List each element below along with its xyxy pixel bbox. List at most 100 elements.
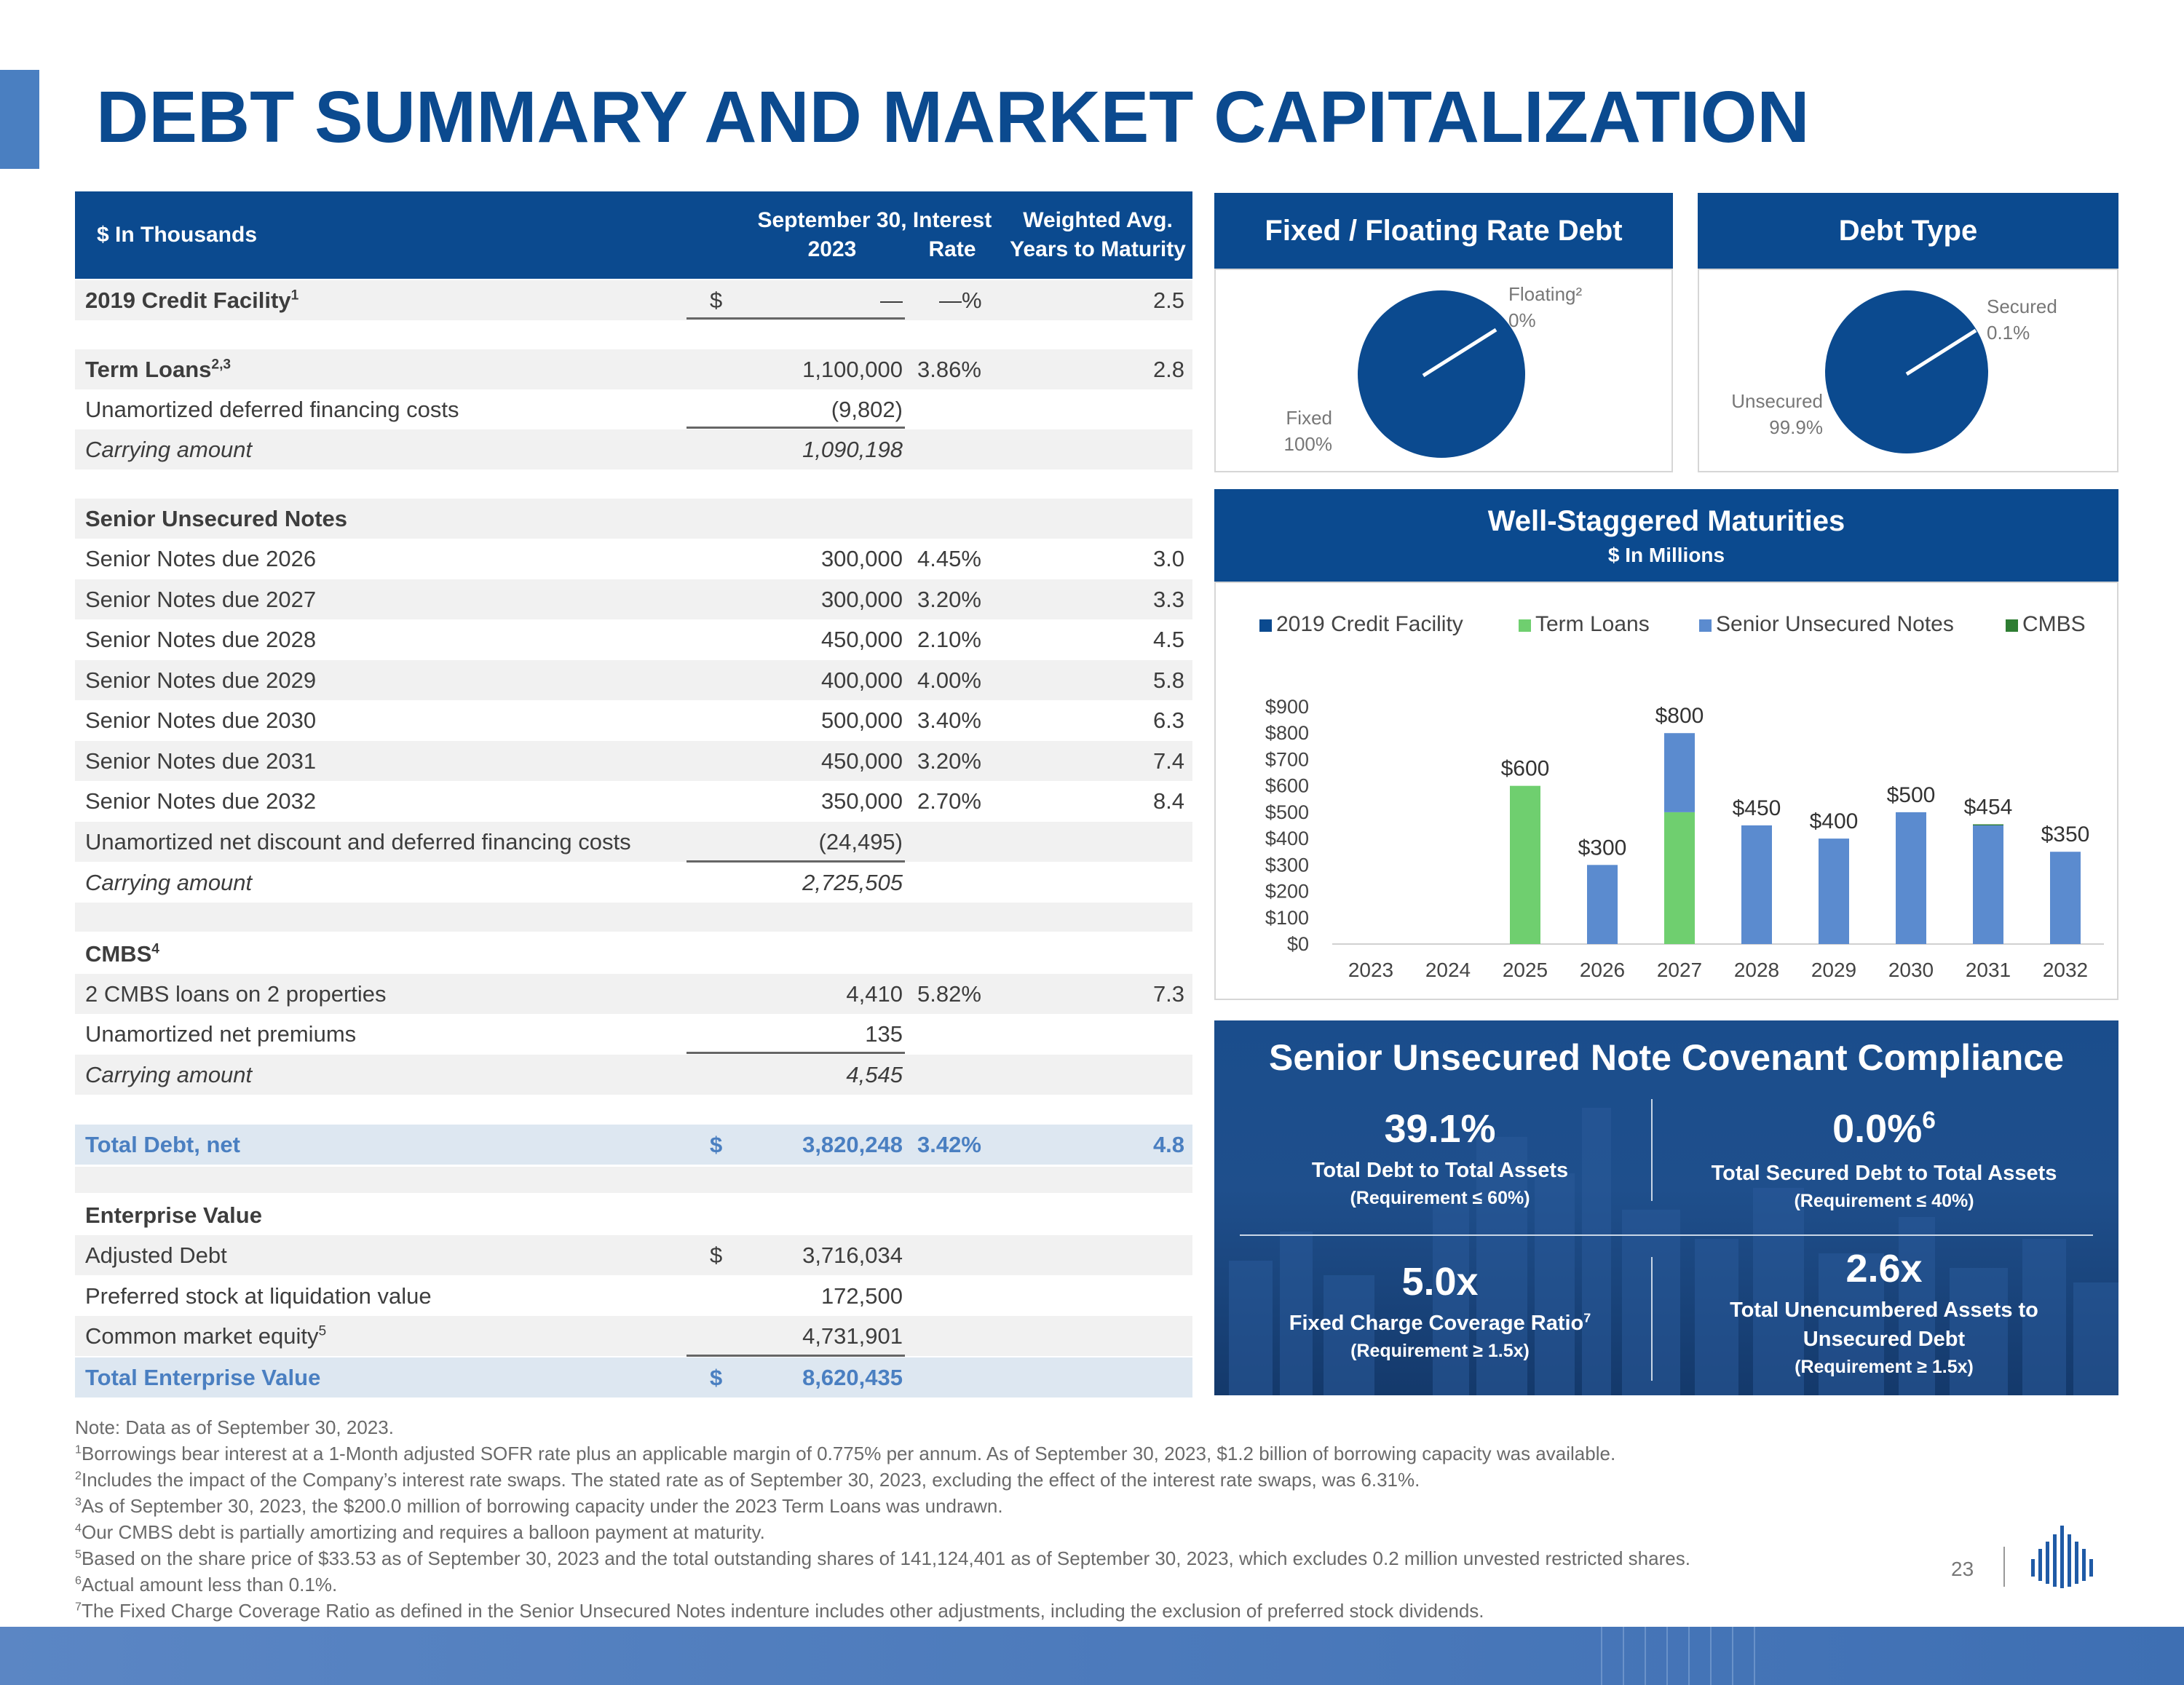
secured-label: Secured 0.1%	[1987, 296, 2057, 344]
legend-swatch	[2006, 619, 2018, 632]
x-tick-label: 2029	[1811, 959, 1856, 981]
legend-swatch	[1699, 619, 1712, 632]
covenant-title: Senior Unsecured Note Covenant Complianc…	[1269, 1037, 2064, 1078]
table-row: CMBS4	[85, 941, 159, 967]
y-tick-label: $900	[1265, 696, 1309, 718]
metric-unencumbered-label: Total Unencumbered Assets to Unsecured De…	[1730, 1299, 2038, 1351]
metric-debt-to-assets-req: (Requirement ≤ 60%)	[1350, 1188, 1530, 1208]
table-row: Senior Notes due 2029 400,000 4.00% 5.8	[75, 660, 1192, 700]
x-tick-label: 2024	[1425, 959, 1471, 981]
x-tick-label: 2025	[1503, 959, 1548, 981]
pie-leader-secured	[1905, 328, 1977, 376]
subtotal-rule	[687, 427, 905, 429]
footnote-3: 3As of September 30, 2023, the $200.0 mi…	[75, 1495, 1003, 1517]
x-tick-label: 2023	[1348, 959, 1393, 981]
metric-secured-debt-value: 0.0%6	[1832, 1107, 1936, 1151]
data-label: $800	[1655, 704, 1704, 728]
legend-label: CMBS	[2022, 612, 2086, 636]
unsecured-label: Unsecured 99.9%	[1731, 390, 1823, 438]
table-row: 2019 Credit Facility1 $ — —% 2.5	[75, 280, 1192, 320]
fixed-floating-title: Fixed / Floating Rate Debt	[1214, 193, 1673, 269]
footnote-7: 7The Fixed Charge Coverage Ratio as defi…	[75, 1600, 1484, 1622]
bar-segment	[1510, 785, 1540, 944]
table-row: Senior Notes due 2026 300,000 4.45% 3.0	[85, 546, 1185, 571]
fixed-floating-panel: Floating² 0% Fixed 100%	[1214, 269, 1673, 472]
bar-segment	[1664, 812, 1695, 944]
maturities-subtitle: $ In Millions	[1607, 544, 1725, 566]
y-tick-label: $400	[1265, 828, 1309, 849]
footnote-1: 1Borrowings bear interest at a 1-Month a…	[75, 1443, 1616, 1464]
footnote-2: 2Includes the impact of the Company’s in…	[75, 1469, 1420, 1491]
footnote-4: 4Our CMBS debt is partially amortizing a…	[75, 1521, 765, 1543]
table-row: Adjusted Debt $ 3,716,034	[75, 1235, 1192, 1275]
y-tick-label: $200	[1265, 881, 1309, 903]
table-row: Term Loans2,3 1,100,000 3.86% 2.8	[75, 349, 1192, 389]
covenant-divider-v2	[1651, 1257, 1653, 1381]
company-logo-icon	[2031, 1526, 2093, 1588]
debt-type-title: Debt Type	[1698, 193, 2118, 269]
table-row: Unamortized deferred financing costs (9,…	[85, 397, 903, 422]
legend-swatch	[1519, 619, 1531, 632]
subtotal-rule	[687, 1355, 905, 1357]
subtotal-rule	[687, 1052, 905, 1054]
legend-swatch	[1259, 619, 1272, 632]
bar-segment	[1819, 838, 1849, 944]
table-row: Carrying amount 1,090,198	[75, 429, 1192, 469]
table-row: Unamortized net premiums 135	[85, 1021, 903, 1047]
table-row: Common market equity5 4,731,901	[75, 1316, 1192, 1356]
data-label: $400	[1810, 809, 1859, 833]
pie-slice-unsecured	[1825, 290, 1988, 453]
data-label: $450	[1733, 796, 1781, 820]
y-tick-label: $300	[1265, 854, 1309, 876]
data-label: $350	[2041, 822, 2090, 847]
metric-secured-debt-label: Total Secured Debt to Total Assets	[1711, 1162, 2057, 1185]
table-spacer-row	[75, 903, 1192, 932]
bar-segment	[2050, 852, 2081, 944]
table-row: 2 CMBS loans on 2 properties 4,410 5.82%…	[75, 974, 1192, 1014]
covenant-divider-h	[1240, 1234, 2093, 1236]
x-tick-label: 2030	[1888, 959, 1934, 981]
table-row: Carrying amount 4,545	[75, 1055, 1192, 1095]
covenant-divider-v1	[1651, 1099, 1653, 1201]
x-tick-label: 2032	[2043, 959, 2088, 981]
table-row: Senior Notes due 2028 450,000 2.10% 4.5	[85, 627, 1185, 652]
y-tick-label: $500	[1265, 801, 1309, 823]
subtotal-rule	[687, 860, 905, 863]
footnote-note: Note: Data as of September 30, 2023.	[75, 1416, 394, 1438]
table-spacer-row	[75, 1167, 1192, 1193]
metric-debt-to-assets-label: Total Debt to Total Assets	[1311, 1159, 1569, 1182]
bar-segment	[1664, 733, 1695, 812]
table-row-total-ev: Total Enterprise Value $ 8,620,435	[75, 1357, 1192, 1397]
debt-table-header: $ In Thousands September 30, 2023 Intere…	[75, 191, 1192, 279]
x-tick-label: 2028	[1734, 959, 1779, 981]
data-label: $500	[1887, 783, 1936, 807]
bar-segment	[1587, 865, 1618, 944]
metric-fixed-charge-req: (Requirement ≥ 1.5x)	[1350, 1341, 1530, 1361]
maturities-header: Well-Staggered Maturities $ In Millions	[1214, 489, 2118, 582]
data-label: $454	[1964, 796, 2013, 820]
footnote-6: 6Actual amount less than 0.1%.	[75, 1574, 338, 1595]
x-tick-label: 2026	[1580, 959, 1625, 981]
table-row: Senior Notes due 2027 300,000 3.20% 3.3	[75, 579, 1192, 619]
y-tick-label: $600	[1265, 775, 1309, 797]
y-tick-label: $800	[1265, 722, 1309, 744]
metric-fixed-charge-label: Fixed Charge Coverage Ratio7	[1289, 1310, 1591, 1335]
table-row: Senior Notes due 2030 500,000 3.40% 6.3	[85, 707, 1185, 733]
metric-fixed-charge-value: 5.0x	[1401, 1260, 1479, 1304]
page-title: DEBT SUMMARY AND MARKET CAPITALIZATION	[96, 76, 1810, 158]
metric-unencumbered-value: 2.6x	[1845, 1247, 1923, 1290]
debt-type-pie	[1825, 290, 1988, 453]
maturities-title: Well-Staggered Maturities	[1487, 505, 1845, 537]
floating-label: Floating² 0%	[1508, 283, 1583, 331]
header-units: $ In Thousands	[97, 223, 258, 247]
data-label: $300	[1578, 836, 1627, 860]
table-row: Senior Unsecured Notes	[75, 499, 1192, 539]
table-row: Preferred stock at liquidation value 172…	[85, 1283, 903, 1309]
header-years: Weighted Avg. Years to Maturity	[1010, 208, 1186, 261]
table-row: Unamortized net discount and deferred fi…	[75, 822, 1192, 862]
header-date: September 30, 2023	[757, 208, 907, 261]
metric-unencumbered-req: (Requirement ≥ 1.5x)	[1795, 1357, 1974, 1377]
y-tick-label: $0	[1287, 933, 1309, 955]
x-tick-label: 2027	[1657, 959, 1702, 981]
x-tick-label: 2031	[1966, 959, 2011, 981]
